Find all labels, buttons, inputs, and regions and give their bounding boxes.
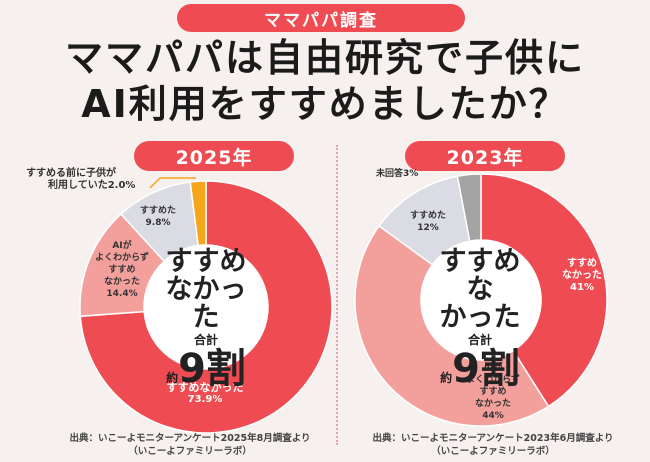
center-text-2025: すすめ なかった 合計 約9割 <box>165 246 247 392</box>
page-title-line1: ママパパは自由研究で子供に <box>64 36 585 80</box>
slice-label-2025-child-used: すすめる前に子供が 利用していた2.0% <box>26 168 136 191</box>
slice-label-2023-unclear-ai: AIが よくわからず すすめ なかった 44% <box>466 363 520 421</box>
center-text-2023: すすめな かった 合計 約9割 <box>439 246 521 392</box>
slice-label-2025-not-recommended: すすめなかった 73.9% <box>166 381 244 406</box>
leader-line-2025 <box>149 177 196 189</box>
donut-hole-1 <box>421 240 541 360</box>
slice-label-2023-not-recommended: すすめ なかった 41% <box>562 258 602 293</box>
slice-label-2023-recommended: すすめた 12% <box>409 211 446 233</box>
page-title-line2: AI利用をすすめましたか？ <box>81 82 569 126</box>
slice-label-2025-unclear-ai: AIが よくわからず すすめ なかった 14.4% <box>95 241 149 299</box>
slice-label-2025-recommended: すすめた 9.8% <box>139 206 176 228</box>
year-label-2023: 2023年 <box>405 141 565 171</box>
year-label-2025: 2025年 <box>134 141 294 171</box>
source-2025: 出典：いこーよモニターアンケート2025年8月調査より （いこーよファミリーラボ… <box>69 433 311 457</box>
donut-hole-0 <box>144 245 268 369</box>
survey-tag: ママパパ調査 <box>177 4 465 32</box>
source-2023: 出典：いこーよモニターアンケート2023年6月調査より （いこーよファミリーラボ… <box>372 433 614 457</box>
slice-label-2023-no-answer: 未回答3% <box>376 169 419 179</box>
divider <box>336 145 338 445</box>
